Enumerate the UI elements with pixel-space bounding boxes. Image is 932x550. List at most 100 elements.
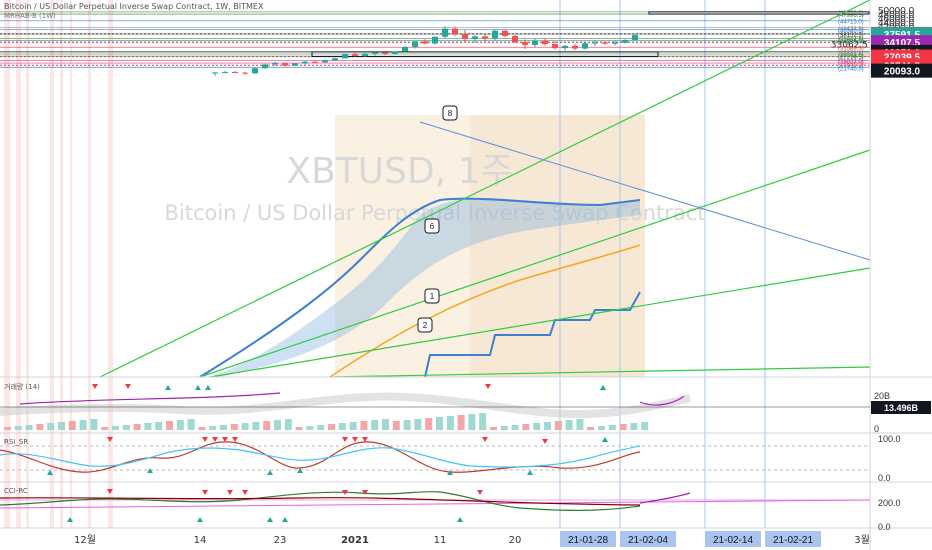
volume-bar <box>317 425 325 430</box>
target-zone-box <box>648 11 870 15</box>
candle-body <box>552 44 558 49</box>
trend-line <box>199 149 871 378</box>
candle-body <box>252 68 258 74</box>
time-highlight <box>560 531 616 547</box>
rsi-sell-signal <box>107 437 113 442</box>
time-tick: 3월 <box>854 534 870 546</box>
event-band <box>60 0 63 528</box>
rsi-tick: 100.0 <box>878 434 901 444</box>
volume-bar <box>4 427 11 430</box>
candle-body <box>572 45 578 49</box>
cci-sell-signal <box>342 490 348 495</box>
candle-body <box>412 41 418 47</box>
volume-bar <box>112 426 119 430</box>
time-highlight-text: 21-01-28 <box>568 535 608 546</box>
time-highlight <box>765 531 821 547</box>
volume-bar <box>436 417 443 430</box>
volume-trend <box>639 395 685 406</box>
candle-body <box>212 72 218 74</box>
volume-bar <box>220 425 227 430</box>
time-tick: 2021 <box>341 535 369 546</box>
volume-bar <box>58 422 65 430</box>
sell-signal <box>485 384 491 389</box>
volume-bar <box>392 421 400 430</box>
price-badge-text: 27039.5 <box>884 53 921 64</box>
volume-bar <box>619 424 627 430</box>
volume-bar <box>263 421 271 430</box>
candle-body <box>362 53 368 56</box>
candle-body <box>282 63 288 66</box>
candle-body <box>222 72 228 74</box>
price-tick: 48000.0 <box>878 10 915 21</box>
rsi-sell-signal <box>222 437 228 442</box>
volume-bar <box>144 423 152 430</box>
rsi-sell-signal <box>482 437 488 442</box>
candle-body <box>422 41 428 44</box>
level-label: (40340.0) <box>838 29 864 35</box>
price-tick: 50000.0 <box>878 6 915 17</box>
cci-buy-signal <box>457 517 463 522</box>
volume-bar <box>230 424 238 430</box>
event-band <box>4 0 10 528</box>
beige-zone <box>335 115 645 377</box>
wave-marker-label: 2 <box>423 321 428 330</box>
wave-marker-label: 6 <box>430 222 435 231</box>
time-highlight-text: 21-02-14 <box>713 535 753 546</box>
rsi-buy-signal <box>297 468 303 473</box>
time-highlight <box>705 531 761 547</box>
candle-body <box>332 58 338 61</box>
volume-bar <box>544 422 551 430</box>
cci-tick: 0.0 <box>878 522 891 532</box>
volume-bar <box>36 424 44 430</box>
volume-bar <box>511 425 519 430</box>
candle-body <box>492 30 498 39</box>
trend-line <box>209 267 871 378</box>
event-band <box>50 0 54 528</box>
trend-line <box>329 366 871 378</box>
candle-body <box>632 35 638 41</box>
candle-body <box>262 64 268 69</box>
volume-bar <box>349 422 357 430</box>
volume-bar <box>403 420 411 430</box>
level-label: (34871.0) <box>838 40 864 46</box>
cci-tick: 200.0 <box>878 498 901 508</box>
volume-bar <box>295 427 303 430</box>
buy-signal <box>195 385 201 390</box>
ema-fast <box>199 197 641 378</box>
event-band <box>108 0 113 528</box>
cci-buy-signal <box>267 517 273 522</box>
volume-trend <box>19 392 281 405</box>
rsi-buy-signal <box>447 470 453 475</box>
cci-buy-signal <box>197 517 203 522</box>
volume-bar <box>641 422 649 430</box>
price-tick: 46000.0 <box>878 14 915 25</box>
price-tick: 44000.0 <box>878 18 915 29</box>
beige-zone <box>470 115 645 377</box>
wave-marker-label: 1 <box>430 292 435 301</box>
cci-trend-ext <box>639 492 691 504</box>
level-label: (31589.5) <box>838 46 864 52</box>
time-tick: 12월 <box>74 534 96 546</box>
volume-bar <box>68 421 76 430</box>
volume-bar <box>252 422 260 430</box>
volume-bar <box>176 420 184 430</box>
volume-bar <box>457 415 465 430</box>
level-label: (21745.5) <box>838 66 864 72</box>
volume-bar <box>630 423 638 430</box>
volume-bar <box>47 423 55 430</box>
level-label: (28308.0) <box>838 53 864 59</box>
ema-slow <box>329 244 641 378</box>
candle-body <box>502 30 508 36</box>
cci-sell-signal <box>202 490 208 495</box>
rsi-tick: 0.0 <box>878 473 891 483</box>
volume-bar <box>166 421 173 430</box>
volume-bar <box>25 425 33 430</box>
time-highlight-text: 21-02-21 <box>773 535 813 546</box>
cci-sell-signal <box>477 490 483 495</box>
candle-body <box>232 72 238 74</box>
volume-badge-text: 13.496B <box>884 403 919 413</box>
wave-marker-label: 8 <box>448 109 453 118</box>
trend-line <box>419 121 871 261</box>
